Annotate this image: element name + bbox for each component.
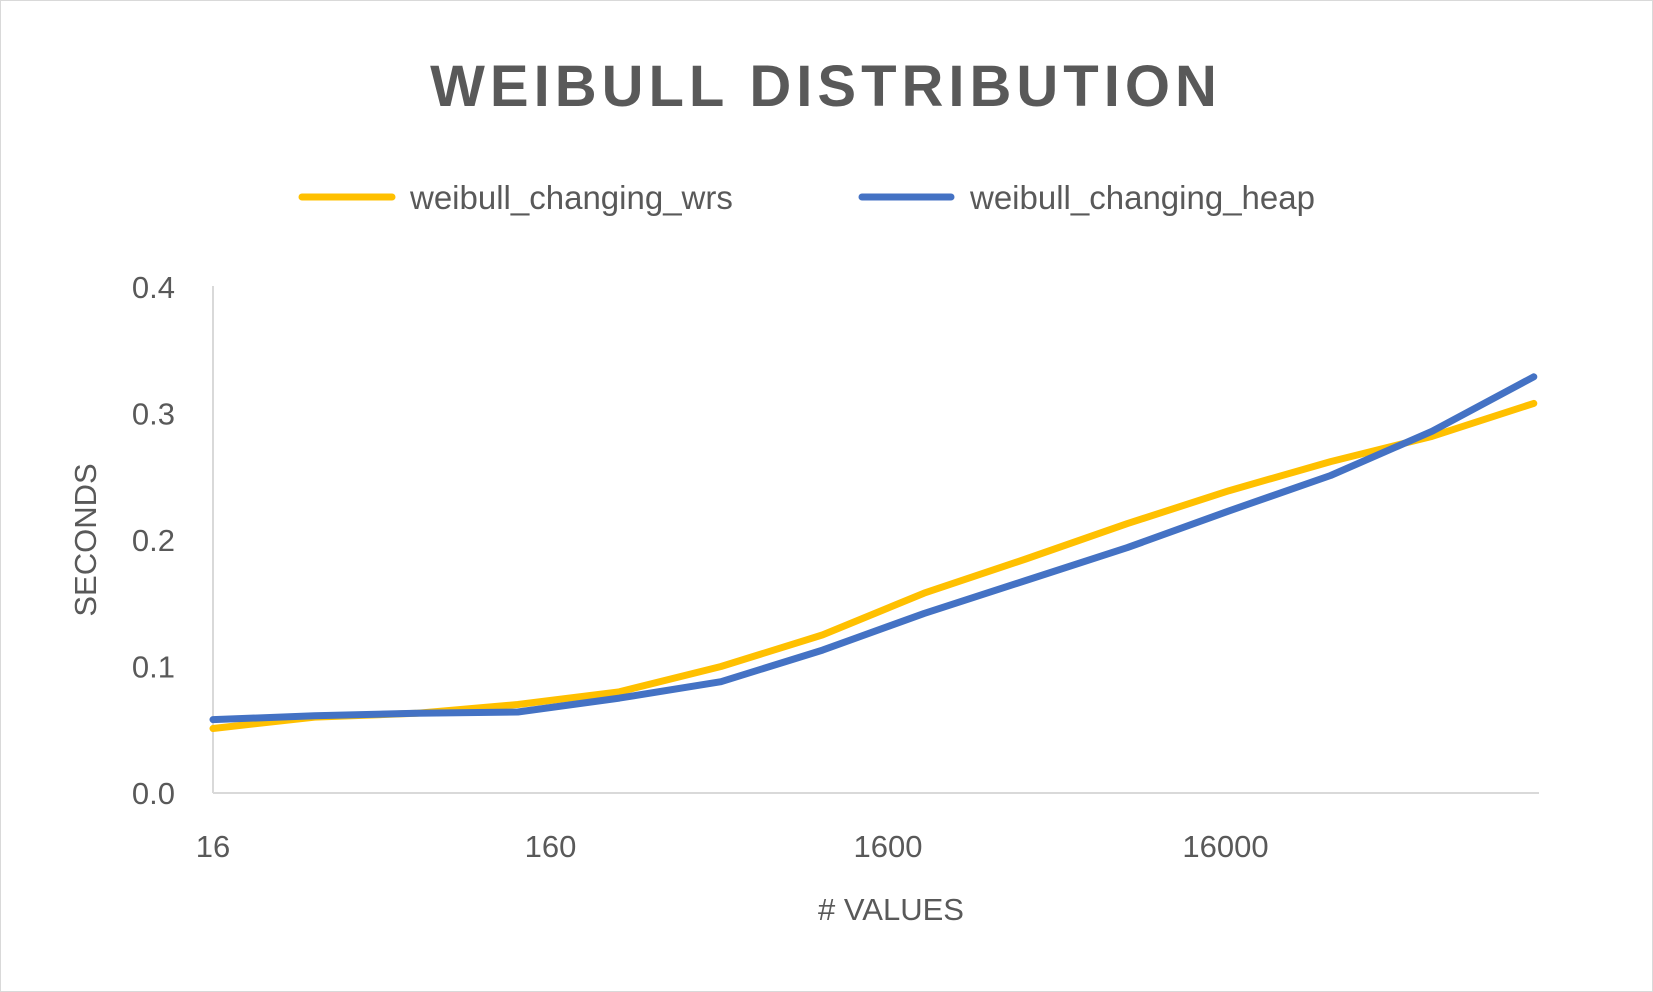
y-tick-label: 0.3 — [132, 397, 175, 432]
x-tick-label: 1600 — [854, 829, 923, 864]
series-line-weibull_changing_wrs — [209, 399, 1538, 732]
x-tick-labels: 16 160 1600 16000 — [196, 829, 1269, 864]
series-layer — [209, 373, 1538, 732]
legend-label-wrs: weibull_changing_wrs — [409, 179, 733, 216]
x-axis-title: # VALUES — [818, 892, 964, 927]
legend-label-heap: weibull_changing_heap — [969, 179, 1315, 216]
y-tick-label: 0.2 — [132, 523, 175, 558]
y-tick-labels: 0.0 0.1 0.2 0.3 0.4 — [132, 270, 175, 811]
y-tick-label: 0.4 — [132, 270, 175, 305]
series-line-weibull_changing_heap — [209, 373, 1538, 724]
x-tick-label: 160 — [525, 829, 577, 864]
y-axis-title: SECONDS — [68, 463, 103, 616]
y-tick-label: 0.0 — [132, 776, 175, 811]
x-tick-label: 16000 — [1182, 829, 1268, 864]
y-tick-label: 0.1 — [132, 650, 175, 685]
legend: weibull_changing_wrs weibull_changing_he… — [298, 179, 1315, 216]
chart-title: WEIBULL DISTRIBUTION — [430, 54, 1222, 119]
x-tick-label: 16 — [196, 829, 230, 864]
